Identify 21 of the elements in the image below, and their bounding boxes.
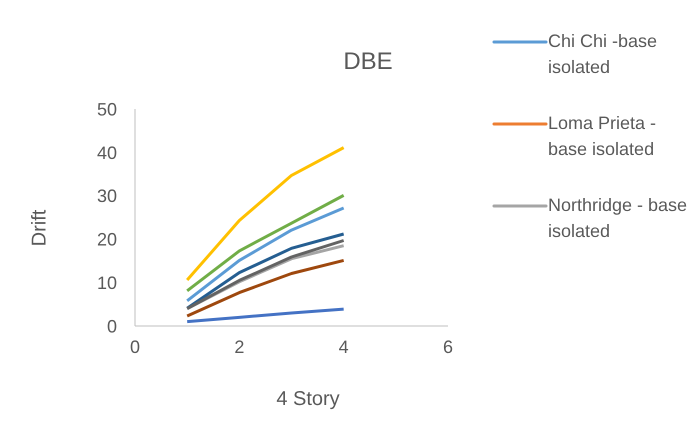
chart-title: DBE — [342, 48, 394, 76]
legend-label: Chi Chi -base isolated — [548, 30, 658, 79]
y-axis-title: Drift — [28, 210, 52, 246]
y-tick-label: 20 — [96, 230, 117, 250]
line-series — [186, 308, 346, 324]
legend-label: Loma Prieta - base isolated — [548, 112, 658, 161]
line-series — [186, 258, 346, 318]
line-series — [186, 194, 346, 292]
line-series — [186, 146, 346, 282]
x-tick-label: 4 — [338, 336, 349, 357]
x-tick-label: 0 — [130, 336, 140, 357]
y-tick-label: 50 — [96, 99, 117, 120]
x-tick-label: 2 — [234, 336, 244, 357]
x-tick-label: 6 — [442, 336, 454, 357]
x-axis-title: 4 Story — [275, 388, 341, 411]
y-tick-label: 0 — [106, 316, 117, 336]
y-tick-label: 10 — [96, 272, 117, 293]
y-tick-label: 30 — [96, 186, 117, 206]
legend-label: Northridge - base isolated — [548, 194, 688, 243]
line-series — [186, 206, 346, 302]
y-tick-label: 40 — [96, 142, 117, 163]
